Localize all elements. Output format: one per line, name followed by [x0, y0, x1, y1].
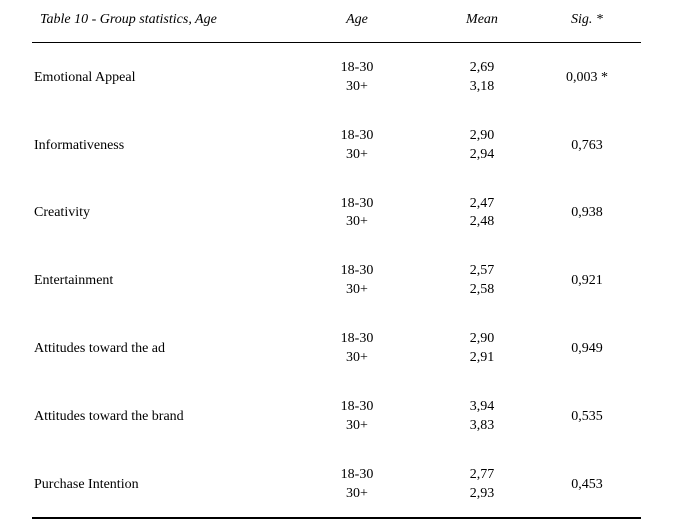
column-header-mean: Mean	[422, 12, 542, 28]
table-row: Emotional Appeal 18-30 30+ 2,69 3,18 0,0…	[32, 43, 641, 111]
row-mean-cell: 2,69 3,18	[422, 59, 542, 97]
row-age-cell: 18-30 30+	[292, 330, 422, 368]
table-row: Attitudes toward the ad 18-30 30+ 2,90 2…	[32, 314, 641, 382]
row-label: Attitudes toward the brand	[32, 409, 292, 425]
row-label: Purchase Intention	[32, 477, 292, 493]
age-group-2: 30+	[292, 417, 422, 436]
mean-value-2: 2,94	[422, 146, 542, 165]
row-sig-cell: 0,535	[542, 409, 632, 425]
mean-value-1: 2,77	[422, 466, 542, 485]
mean-value-1: 2,90	[422, 127, 542, 146]
row-sig-cell: 0,763	[542, 138, 632, 154]
row-mean-cell: 2,77 2,93	[422, 466, 542, 504]
age-group-2: 30+	[292, 485, 422, 504]
row-mean-cell: 2,90 2,94	[422, 127, 542, 165]
row-age-cell: 18-30 30+	[292, 398, 422, 436]
table-row: Purchase Intention 18-30 30+ 2,77 2,93 0…	[32, 450, 641, 518]
row-label: Creativity	[32, 205, 292, 221]
mean-value-1: 2,57	[422, 262, 542, 281]
row-sig-cell: 0,949	[542, 341, 632, 357]
row-age-cell: 18-30 30+	[292, 466, 422, 504]
table-row: Creativity 18-30 30+ 2,47 2,48 0,938	[32, 179, 641, 247]
mean-value-2: 2,91	[422, 349, 542, 368]
row-mean-cell: 2,47 2,48	[422, 195, 542, 233]
age-group-2: 30+	[292, 349, 422, 368]
age-group-1: 18-30	[292, 195, 422, 214]
mean-value-1: 2,69	[422, 59, 542, 78]
row-sig-cell: 0,921	[542, 273, 632, 289]
table-title: Table 10 - Group statistics, Age	[32, 12, 292, 28]
age-group-1: 18-30	[292, 59, 422, 78]
row-age-cell: 18-30 30+	[292, 59, 422, 97]
table-header-row: Table 10 - Group statistics, Age Age Mea…	[32, 12, 641, 43]
row-sig-cell: 0,003 *	[542, 70, 632, 86]
row-age-cell: 18-30 30+	[292, 195, 422, 233]
column-header-age: Age	[292, 12, 422, 28]
column-header-sig: Sig. *	[542, 12, 632, 28]
age-group-1: 18-30	[292, 330, 422, 349]
age-group-2: 30+	[292, 146, 422, 165]
mean-value-2: 3,83	[422, 417, 542, 436]
mean-value-2: 2,58	[422, 281, 542, 300]
age-group-1: 18-30	[292, 466, 422, 485]
mean-value-1: 3,94	[422, 398, 542, 417]
table-row: Attitudes toward the brand 18-30 30+ 3,9…	[32, 382, 641, 450]
age-group-2: 30+	[292, 78, 422, 97]
row-sig-cell: 0,938	[542, 205, 632, 221]
age-group-1: 18-30	[292, 127, 422, 146]
age-group-1: 18-30	[292, 262, 422, 281]
row-label: Informativeness	[32, 138, 292, 154]
table-row: Informativeness 18-30 30+ 2,90 2,94 0,76…	[32, 111, 641, 179]
row-mean-cell: 2,90 2,91	[422, 330, 542, 368]
row-mean-cell: 2,57 2,58	[422, 262, 542, 300]
row-age-cell: 18-30 30+	[292, 262, 422, 300]
mean-value-1: 2,90	[422, 330, 542, 349]
age-group-2: 30+	[292, 281, 422, 300]
mean-value-2: 3,18	[422, 78, 542, 97]
age-group-2: 30+	[292, 213, 422, 232]
row-sig-cell: 0,453	[542, 477, 632, 493]
row-mean-cell: 3,94 3,83	[422, 398, 542, 436]
statistics-table: Table 10 - Group statistics, Age Age Mea…	[32, 12, 641, 519]
mean-value-2: 2,48	[422, 213, 542, 232]
table-row: Entertainment 18-30 30+ 2,57 2,58 0,921	[32, 246, 641, 314]
mean-value-1: 2,47	[422, 195, 542, 214]
table-body: Emotional Appeal 18-30 30+ 2,69 3,18 0,0…	[32, 43, 641, 519]
age-group-1: 18-30	[292, 398, 422, 417]
mean-value-2: 2,93	[422, 485, 542, 504]
row-label: Entertainment	[32, 273, 292, 289]
row-age-cell: 18-30 30+	[292, 127, 422, 165]
row-label: Attitudes toward the ad	[32, 341, 292, 357]
row-label: Emotional Appeal	[32, 70, 292, 86]
